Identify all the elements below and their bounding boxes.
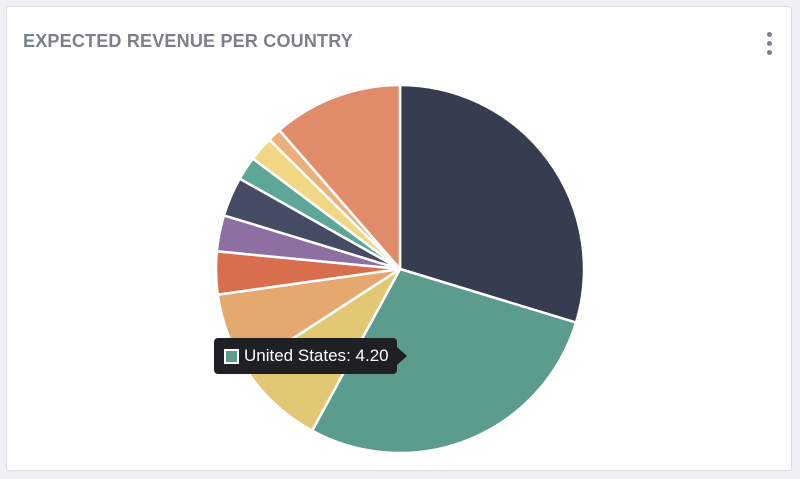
pie-slice-1[interactable] [398,83,586,324]
menu-dot [766,40,772,46]
tooltip-value: 4.20 [355,346,389,365]
vertical-ellipsis-icon[interactable] [759,27,779,59]
pie-slices [214,83,586,455]
pie-slice-2[interactable] [310,267,578,455]
chart-tooltip: United States: 4.20 [214,338,407,374]
menu-dot [766,31,772,37]
tooltip-separator: : [346,346,356,365]
tooltip-country: United States [244,346,347,365]
tooltip-color-swatch [224,348,239,364]
card-title: EXPECTED REVENUE PER COUNTRY [23,31,353,51]
tooltip-text: United States: 4.20 [244,346,389,366]
pie-slice-11[interactable] [278,83,402,271]
menu-dot [766,49,772,55]
